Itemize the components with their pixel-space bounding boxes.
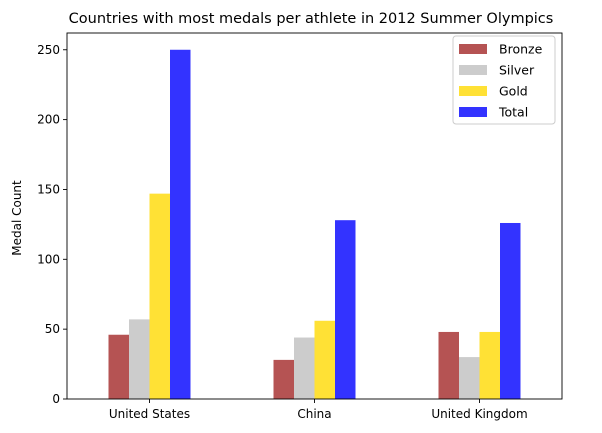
x-tick-label: United Kingdom [431,407,527,421]
legend-frame [452,35,556,125]
bar-total-united-kingdom [500,222,521,399]
bar-gold-united-kingdom [479,331,500,399]
y-tick-label: 150 [37,182,60,196]
y-tick-label: 100 [37,252,60,266]
legend-swatch-bronze [459,44,487,54]
plot-area: 0 50 100 150 200 250 United States China United … [37,32,563,421]
bar-bronze-united-kingdom [438,331,459,399]
bar-silver-united-states [129,319,150,399]
y-tick-label: 0 [52,392,60,406]
legend-swatch-total [459,107,487,117]
bar-gold-china [314,320,335,399]
bar-gold-united-states [149,193,170,399]
chart-title: Countries with most medals per athlete i… [69,11,554,27]
legend-label-bronze: Bronze [499,42,543,57]
bar-bronze-china [273,359,294,399]
bar-silver-china [294,337,315,399]
legend-swatch-silver [459,65,487,75]
bar-silver-united-kingdom [459,357,480,399]
y-tick-label: 50 [45,322,60,336]
bar-total-china [335,220,356,399]
bar-total-united-states [170,49,191,399]
legend-label-gold: Gold [499,84,528,99]
legend-label-silver: Silver [499,63,535,78]
y-tick-label: 200 [37,113,60,127]
legend: Bronze Silver Gold Total [452,35,556,125]
y-tick-label: 250 [37,43,60,57]
y-axis-label: Medal Count [10,180,24,256]
bar-bronze-united-states [108,334,129,399]
legend-label-total: Total [498,105,528,120]
x-tick-label: United States [109,407,190,421]
legend-swatch-gold [459,86,487,96]
x-tick-label: China [297,407,331,421]
